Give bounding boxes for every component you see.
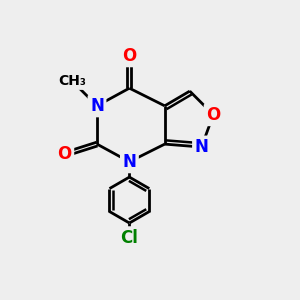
Text: Cl: Cl	[121, 229, 138, 247]
Text: O: O	[58, 146, 72, 164]
Text: N: N	[122, 153, 136, 171]
Text: O: O	[206, 106, 220, 124]
Text: O: O	[122, 47, 136, 65]
Text: N: N	[195, 138, 208, 156]
Text: N: N	[90, 97, 104, 115]
Text: CH₃: CH₃	[58, 74, 86, 88]
